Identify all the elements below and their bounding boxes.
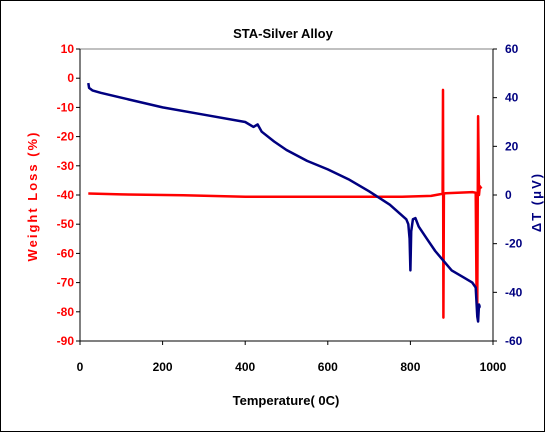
y-axis-left-label: Weight Loss (%)	[25, 131, 40, 262]
x-axis-label: Temperature( 0C)	[233, 393, 340, 408]
x-tick-label: 600	[318, 360, 338, 374]
y-left-tick-label: 10	[61, 42, 75, 56]
y-left-tick-label: -90	[57, 334, 75, 348]
y-axis-right-label: ΔT (μV)	[529, 172, 544, 232]
y-left-tick-label: -50	[57, 217, 75, 231]
delta-t-series-line	[87, 82, 482, 323]
tick-marks	[76, 48, 497, 345]
y-right-tick-label: 0	[505, 188, 512, 202]
x-tick-label: 1000	[480, 360, 507, 374]
y-right-tick-label: 60	[505, 42, 519, 56]
y-left-tick-label: -70	[57, 276, 75, 290]
y-left-tick-label: -60	[57, 246, 75, 260]
y-right-tick-label: -40	[505, 285, 523, 299]
y-right-tick-label: 40	[505, 91, 519, 105]
tick-labels: 0 200 400 600 800 1000100-10-20-30-40-50-60-7…	[57, 42, 523, 374]
series-layer	[87, 82, 483, 323]
y-right-tick-label: -60	[505, 334, 523, 348]
y-right-tick-label: 20	[505, 139, 519, 153]
y-left-tick-label: -40	[57, 188, 75, 202]
x-tick-label: 0	[77, 360, 84, 374]
y-left-tick-label: 0	[67, 71, 74, 85]
y-left-tick-label: -10	[57, 100, 75, 114]
x-tick-label: 800	[400, 360, 420, 374]
y-left-tick-label: -80	[57, 305, 75, 319]
chart-title: STA-Silver Alloy	[233, 26, 333, 41]
weight-loss-series-line	[88, 88, 483, 319]
y-left-tick-label: -20	[57, 130, 75, 144]
x-tick-label: 400	[235, 360, 255, 374]
y-right-tick-label: -20	[505, 237, 523, 251]
y-left-tick-label: -30	[57, 159, 75, 173]
x-tick-label: 200	[153, 360, 173, 374]
